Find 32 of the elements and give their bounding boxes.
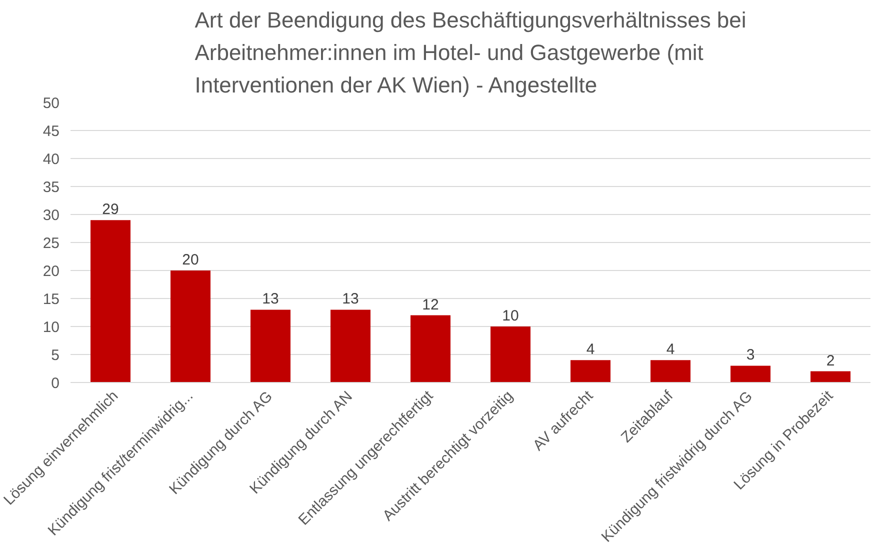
bar	[570, 360, 610, 382]
y-tick-label: 35	[42, 179, 60, 196]
y-tick-label: 30	[42, 207, 60, 224]
data-label: 4	[666, 341, 675, 358]
bar	[90, 220, 130, 382]
y-tick-label: 20	[42, 263, 60, 280]
data-label: 10	[502, 308, 519, 324]
data-label: 2	[826, 352, 835, 370]
y-tick-label: 40	[42, 151, 60, 168]
y-tick-label: 10	[42, 319, 60, 336]
chart-title: Art der Beendigung des Beschäftigungsverhältnisses bei Arbeitnehmer:innen im Hotel- und Gastgewerbe (mit Interventionen der AK Wien) - Angestellte	[194, 8, 746, 98]
data-label: 13	[262, 290, 279, 308]
y-tick-label: 50	[42, 95, 60, 112]
bar	[490, 326, 530, 382]
bar	[170, 270, 210, 382]
bar	[730, 366, 770, 382]
data-label: 29	[102, 201, 119, 218]
data-label: 13	[342, 290, 359, 308]
bar	[250, 310, 290, 382]
bar	[330, 310, 370, 382]
data-label: 3	[746, 346, 755, 364]
data-label: 4	[586, 341, 595, 358]
y-tick-label: 5	[51, 347, 60, 364]
bar	[410, 315, 450, 382]
y-tick-label: 0	[51, 375, 60, 392]
data-label: 12	[422, 296, 439, 314]
y-tick-label: 25	[42, 235, 60, 252]
bar	[810, 371, 850, 382]
y-tick-label: 15	[42, 291, 60, 308]
y-tick-label: 45	[42, 123, 60, 140]
data-label: 20	[182, 252, 199, 268]
bar	[650, 360, 690, 382]
